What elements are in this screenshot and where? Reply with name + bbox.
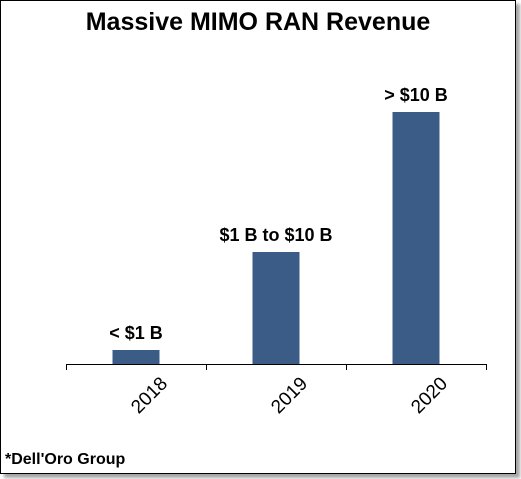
bar-2018 bbox=[112, 350, 160, 364]
source-note: *Dell'Oro Group bbox=[5, 451, 126, 468]
tick-labels-group: 2018 2019 2020 bbox=[127, 373, 452, 418]
data-labels-group: < $1 B $1 B to $10 B > $10 B bbox=[109, 85, 448, 343]
x-tick-label-2019: 2019 bbox=[267, 373, 312, 418]
x-tick-label-2020: 2020 bbox=[407, 373, 452, 418]
x-axis-ticks bbox=[66, 364, 487, 370]
chart-title: Massive MIMO RAN Revenue bbox=[85, 8, 431, 36]
bar-2019 bbox=[252, 252, 300, 364]
bar-2020 bbox=[392, 112, 440, 364]
bars-group bbox=[112, 112, 440, 364]
data-label-2019: $1 B to $10 B bbox=[219, 225, 332, 245]
data-label-2020: > $10 B bbox=[384, 85, 448, 105]
bar-chart: < $1 B $1 B to $10 B > $10 B 2018 2019 2020 bbox=[66, 85, 487, 418]
x-tick-label-2018: 2018 bbox=[127, 373, 172, 418]
data-label-2018: < $1 B bbox=[109, 323, 163, 343]
